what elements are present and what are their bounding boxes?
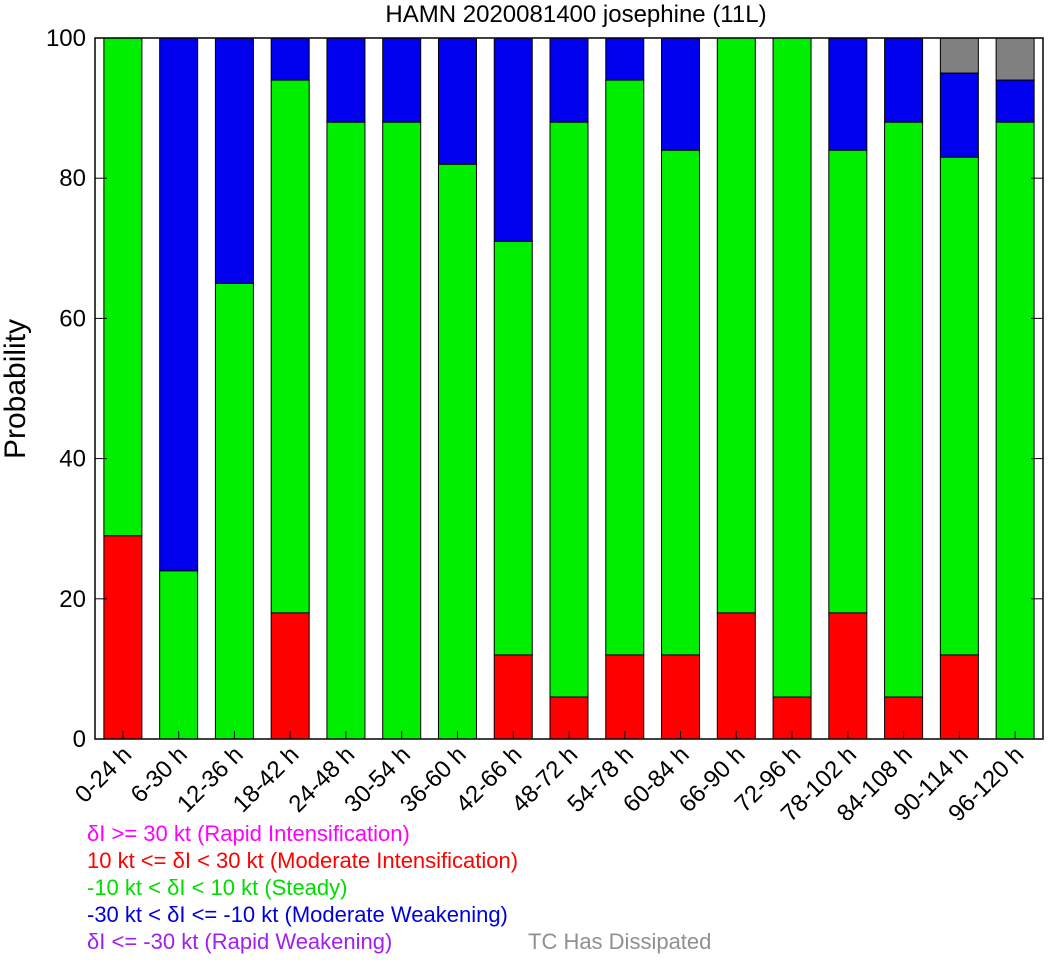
bar-segment <box>382 121 422 740</box>
legend-steady: -10 kt < δI < 10 kt (Steady) <box>87 875 348 900</box>
legend-rapid-weakening: δI <= -30 kt (Rapid Weakening) <box>87 929 393 954</box>
bar-segment <box>661 149 701 656</box>
bar-segment <box>661 37 701 151</box>
y-tick-label: 60 <box>59 305 86 332</box>
bar-segment <box>605 654 645 740</box>
bar-segment <box>605 37 645 81</box>
bar-segment <box>716 612 756 740</box>
bar-segment <box>437 163 477 740</box>
bar-segment <box>828 37 868 151</box>
bar-segment <box>605 79 645 656</box>
bars-group <box>103 37 1035 740</box>
bar-segment <box>884 37 924 123</box>
chart-svg: HAMN 2020081400 josephine (11L) Probabil… <box>0 1 1044 827</box>
y-tick-label: 100 <box>46 25 86 52</box>
bar-segment <box>939 72 979 158</box>
y-tick-label: 20 <box>59 586 86 613</box>
bar-segment <box>270 612 310 740</box>
bar-segment <box>214 37 254 284</box>
legend-moderate-weakening: -30 kt < δI <= -10 kt (Moderate Weakenin… <box>87 902 508 927</box>
bar-segment <box>214 282 254 740</box>
bar-segment <box>159 570 199 740</box>
bar-segment <box>828 612 868 740</box>
legend-moderate-intensification: 10 kt <= δI < 30 kt (Moderate Intensific… <box>87 848 519 873</box>
bar-segment <box>270 79 310 614</box>
bar-segment <box>437 37 477 165</box>
y-tick-label: 80 <box>59 165 86 192</box>
bar-segment <box>382 37 422 123</box>
bar-segment <box>995 79 1035 123</box>
bar-segment <box>549 121 589 698</box>
bar-segment <box>270 37 310 81</box>
bar-segment <box>828 149 868 614</box>
bar-segment <box>939 654 979 740</box>
plot-frame <box>94 37 1044 740</box>
y-tick-label: 0 <box>73 726 86 753</box>
bar-segment <box>772 37 812 698</box>
bar-segment <box>716 37 756 614</box>
legend-dissipated: TC Has Dissipated <box>528 929 712 954</box>
bar-segment <box>159 37 199 572</box>
bar-segment <box>939 37 979 74</box>
legend-rapid-intensification: δI >= 30 kt (Rapid Intensification) <box>87 821 410 846</box>
chart-title: HAMN 2020081400 josephine (11L) <box>385 1 766 28</box>
bar-segment <box>549 37 589 123</box>
legend: δI >= 30 kt (Rapid Intensification) 10 k… <box>87 820 1047 960</box>
bar-segment <box>661 654 701 740</box>
bar-segment <box>493 37 533 242</box>
y-tick-label: 40 <box>59 446 86 473</box>
bar-segment <box>493 240 533 656</box>
bar-segment <box>884 121 924 698</box>
bar-segment <box>103 535 143 740</box>
bar-segment <box>103 37 143 537</box>
bar-segment <box>939 156 979 656</box>
bar-segment <box>995 121 1035 740</box>
bar-segment <box>995 37 1035 81</box>
bar-segment <box>493 654 533 740</box>
bar-segment <box>326 121 366 740</box>
bar-segment <box>326 37 366 123</box>
y-axis-label: Probability <box>0 319 32 459</box>
